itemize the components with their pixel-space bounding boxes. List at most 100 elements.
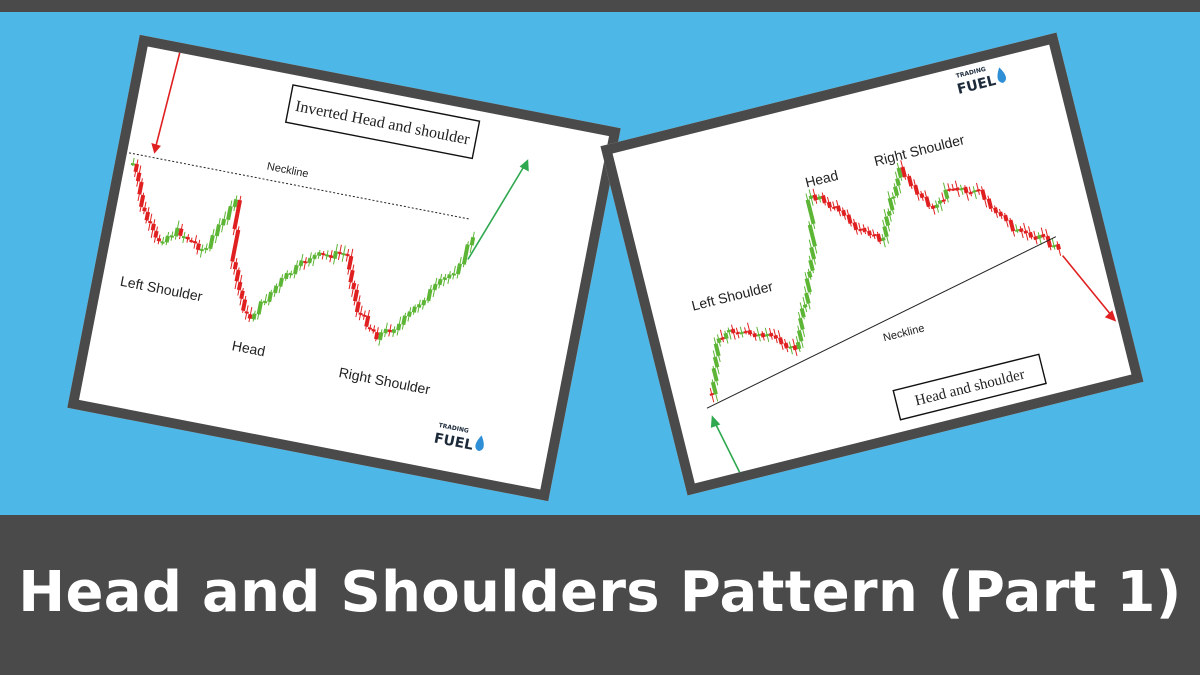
candle-wick: [938, 197, 943, 212]
candle-body: [442, 277, 448, 281]
droplet-icon: [475, 435, 484, 452]
candle-body: [730, 328, 736, 334]
candle-body: [937, 200, 943, 205]
candle-body: [234, 269, 241, 282]
candle-body: [943, 189, 950, 200]
candle-body: [998, 211, 1004, 217]
candle-body: [153, 230, 159, 238]
candle-body: [144, 211, 151, 221]
candle-wick: [442, 274, 447, 287]
candle-body: [451, 273, 456, 276]
candle-body: [354, 301, 361, 313]
candle-wick: [858, 222, 863, 235]
candle-body: [251, 313, 257, 320]
candle-body: [846, 214, 853, 224]
candle-body: [773, 334, 779, 340]
candle-body: [747, 329, 753, 335]
candle-body: [882, 226, 889, 238]
candle-body: [913, 184, 920, 195]
candle-body: [792, 344, 798, 351]
candle-body: [796, 330, 804, 342]
candle-body: [267, 291, 274, 303]
candle-wick: [312, 252, 316, 267]
candle-body: [1033, 235, 1038, 241]
hs-droplet-icon: [997, 67, 1006, 83]
candle-body: [220, 218, 227, 226]
neckline-line: [128, 152, 471, 220]
candle-body: [367, 327, 373, 330]
candle-body: [919, 193, 925, 199]
candle-body: [712, 356, 720, 368]
candle-body: [852, 222, 859, 231]
candle-body: [278, 277, 284, 287]
candle-wick: [872, 229, 876, 240]
candle-body: [348, 269, 355, 283]
candle-wick: [941, 192, 946, 205]
candle-body: [709, 392, 714, 396]
candle-body: [193, 240, 198, 244]
candle-body: [906, 175, 914, 187]
candle-body: [804, 292, 811, 305]
candle-body: [930, 205, 936, 210]
candle-wick: [1019, 225, 1024, 239]
candle-body: [808, 195, 814, 200]
candle-wick: [931, 203, 936, 215]
candle-body: [799, 307, 806, 318]
candle-body: [959, 187, 964, 191]
candle-body: [805, 199, 816, 225]
candle-body: [156, 237, 162, 242]
hs-right-shoulder-label: Right Shoulder: [872, 131, 966, 169]
candle-body: [713, 343, 721, 357]
hs-up-arrowhead-icon: [710, 415, 721, 428]
candle-body: [341, 252, 346, 256]
candle-wick: [832, 201, 836, 211]
down-arrow-icon: [154, 46, 191, 149]
candle-body: [164, 235, 170, 243]
left-shoulder-label: Left Shoulder: [119, 273, 204, 305]
neckline-label: Neckline: [266, 161, 310, 181]
candle-body: [135, 172, 142, 182]
candle-body: [968, 191, 973, 195]
candle-body: [307, 257, 313, 264]
candle-body: [169, 235, 175, 238]
candle-body: [841, 209, 847, 217]
candle-body: [130, 162, 136, 166]
head-shoulders-card: Neckline Left Shoulder Head Right Should…: [600, 32, 1144, 496]
logo-big-text: FUEL: [433, 430, 475, 453]
candle-body: [226, 205, 233, 221]
candle-body: [886, 210, 892, 217]
candle-wick: [976, 182, 980, 195]
candle-body: [262, 300, 268, 304]
candle-body: [835, 205, 842, 212]
candle-body: [374, 331, 380, 340]
hs-down-arrowhead-icon: [1104, 310, 1117, 322]
candle-body: [203, 247, 209, 251]
candle-body: [809, 246, 817, 260]
candle-body: [411, 306, 417, 313]
candle-body: [133, 163, 140, 173]
candle-body: [352, 289, 360, 302]
candle-body: [951, 188, 956, 192]
inverted-chart: Neckline Inverted Head and shoulder Left…: [119, 46, 529, 454]
candle-body: [826, 201, 833, 209]
candle-body: [232, 198, 239, 208]
candle-body: [760, 332, 766, 338]
candle-body: [895, 178, 901, 187]
candle-body: [273, 285, 279, 294]
candle-body: [821, 195, 827, 204]
candle-body: [185, 236, 191, 240]
candle-body: [406, 311, 412, 317]
candle-body: [312, 254, 317, 260]
candle-body: [364, 315, 371, 328]
candle-body: [241, 299, 248, 312]
candle-body: [321, 252, 326, 256]
candle-body: [986, 198, 994, 210]
candle-body: [804, 277, 812, 293]
hs-candles: [709, 160, 1062, 403]
candle-body: [232, 261, 239, 270]
candle-body: [710, 381, 718, 395]
candle-body: [716, 337, 722, 344]
inverted-candles: [130, 157, 476, 346]
candle-body: [808, 259, 815, 272]
candle-body: [866, 230, 872, 236]
